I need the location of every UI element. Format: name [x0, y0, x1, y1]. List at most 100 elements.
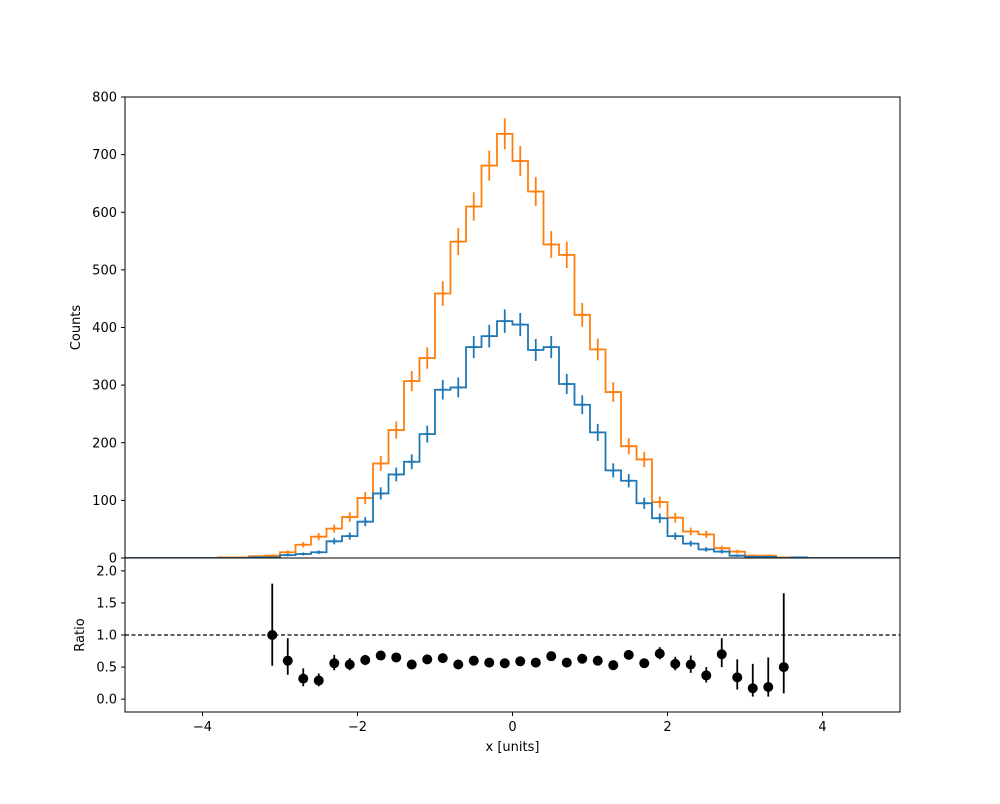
ratio-point [391, 652, 402, 663]
histogram-series-0-errorbar [361, 492, 369, 504]
ratio-point-marker [329, 658, 340, 669]
histogram-series-1-errorbar [501, 309, 509, 333]
histogram-series-1-errorbar [470, 336, 478, 359]
ratio-point [763, 657, 774, 697]
ratio-point-marker [670, 658, 681, 669]
histogram-series-0-errorbar [377, 456, 385, 471]
histogram-series-0-errorbar [733, 549, 741, 554]
ratio-point-marker [732, 672, 743, 683]
histogram-series-1-errorbar [687, 540, 695, 547]
histogram-series-0-errorbar [392, 421, 400, 439]
ratio-point-marker [515, 656, 526, 667]
ratio-y-tick-label: 1.0 [96, 629, 117, 644]
ratio-panel: 0.0 0.5 1.0 1.5 2.0 −4 −2 0 2 4 Ratio x [units] [73, 557, 901, 755]
ratio-point-marker [406, 659, 417, 670]
ratio-point [298, 668, 309, 687]
histogram-series-0-errorbar [501, 118, 509, 150]
ratio-point [468, 655, 479, 666]
ratio-point-marker [778, 662, 789, 673]
histogram-series-0-errorbar [702, 530, 710, 539]
ratio-point [515, 656, 526, 667]
ratio-points-group [267, 583, 789, 697]
main-y-tick-label: 0 [109, 552, 117, 567]
histogram-series-0-errorbar [346, 512, 354, 522]
histogram-series-0-errorbar [671, 512, 679, 523]
ratio-point [701, 667, 712, 683]
histogram-series-1-errorbar [315, 550, 323, 555]
histogram-series-0-errorbar [470, 192, 478, 221]
main-y-axis-label: Counts [69, 305, 84, 351]
x-tick-label: 4 [818, 720, 826, 735]
ratio-point [344, 658, 355, 671]
histogram-series-1-errorbar [594, 423, 602, 441]
main-y-tick-label: 300 [92, 379, 117, 394]
histogram-series-1-errorbar [718, 549, 726, 554]
ratio-point [360, 654, 371, 666]
histogram-series-0-errorbar [439, 281, 447, 306]
ratio-point-marker [453, 659, 464, 670]
ratio-point-marker [763, 681, 774, 692]
histogram-series-1-errorbar [640, 497, 648, 509]
main-y-tick-label: 600 [92, 206, 117, 221]
ratio-point-marker [577, 653, 588, 664]
ratio-point-marker [298, 673, 309, 684]
histogram-series-0-errorbar [578, 303, 586, 327]
histogram-series-0-errorbar [268, 554, 276, 557]
main-y-tick-label: 100 [92, 494, 117, 509]
ratio-point [406, 659, 417, 670]
histogram-series-1-errorbar [439, 379, 447, 400]
ratio-point-marker [499, 658, 510, 669]
x-tick-label: 0 [508, 720, 516, 735]
ratio-point [670, 656, 681, 671]
histogram-series-1-errorbar [392, 467, 400, 482]
main-plot-area [125, 97, 900, 558]
ratio-y-tick-label: 0.5 [96, 661, 117, 676]
histogram-series-0-errorbar [423, 347, 431, 369]
histogram-series-1-errorbar [516, 313, 524, 337]
histogram-series-1-errorbar [408, 454, 416, 470]
ratio-point [608, 660, 619, 671]
ratio-point [375, 650, 386, 661]
ratio-point [422, 654, 433, 665]
main-y-axis-ticks: 0 100 200 300 400 500 600 700 800 [92, 91, 125, 567]
ratio-point-marker [282, 655, 293, 666]
histogram-series-1-errorbar [284, 553, 292, 557]
histogram-series-0-errorbar [687, 527, 695, 536]
ratio-point-marker [375, 650, 386, 661]
histogram-series-1-errorbar [299, 552, 307, 556]
histogram-series-1-errorbar [454, 377, 462, 398]
histogram-series-1-errorbar [578, 395, 586, 415]
histogram-series-1-errorbar [346, 532, 354, 540]
ratio-point-marker [313, 675, 324, 686]
ratio-point-marker [608, 660, 619, 671]
ratio-plot-frame [124, 557, 901, 713]
histogram-series-0-errorbar [563, 241, 571, 269]
ratio-y-tick-label: 2.0 [96, 564, 117, 579]
ratio-point-marker [437, 653, 448, 664]
main-y-tick-label: 500 [92, 263, 117, 278]
histogram-series-0-errorbar [609, 382, 617, 402]
ratio-point [546, 651, 557, 662]
histogram-series-0-errorbar [547, 231, 555, 258]
ratio-point [561, 657, 572, 668]
ratio-point [530, 657, 541, 668]
ratio-point-marker [267, 630, 278, 640]
ratio-y-tick-label: 0.0 [96, 693, 117, 708]
histogram-series-0-errorbar [299, 541, 307, 548]
ratio-point-marker [391, 652, 402, 663]
ratio-point [592, 655, 603, 666]
histogram-series-0-errorbar [594, 338, 602, 361]
histogram-series-0-errorbar [485, 150, 493, 181]
ratio-point-marker [701, 670, 712, 681]
ratio-point-marker [546, 651, 557, 662]
histogram-series-1-errorbar [625, 474, 633, 488]
histogram-series-0-errorbar [330, 524, 338, 533]
ratio-point-marker [561, 657, 572, 668]
x-tick-label: 2 [663, 720, 671, 735]
ratio-point-marker [654, 648, 665, 659]
ratio-point-marker [747, 683, 758, 694]
histogram-series-1-errorbar [423, 425, 431, 443]
histogram-series-1-errorbar [532, 339, 540, 361]
